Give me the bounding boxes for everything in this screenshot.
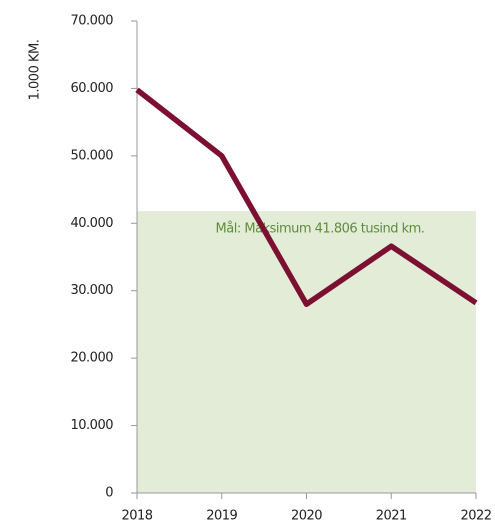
x-tick-label: 2020 — [291, 509, 322, 524]
x-tick-label: 2022 — [460, 509, 491, 524]
y-tick-label: 50.000 — [71, 148, 114, 163]
y-tick-label: 70.000 — [71, 14, 114, 29]
x-tick-label: 2021 — [376, 509, 407, 524]
y-tick-label: 30.000 — [71, 283, 114, 298]
y-tick-label: 40.000 — [71, 216, 114, 231]
y-tick-label: 10.000 — [71, 418, 114, 433]
y-tick-label: 60.000 — [71, 81, 114, 96]
x-tick-label: 2019 — [206, 509, 237, 524]
y-tick-label: 0 — [105, 486, 113, 501]
y-tick-label: 20.000 — [71, 351, 114, 366]
x-tick-label: 2018 — [121, 509, 152, 524]
target-label: Mål: Maksimum 41.806 tusind km. — [216, 222, 425, 237]
y-axis-label: 1.000 KM. — [28, 40, 43, 101]
line — [135, 87, 478, 307]
target-band — [137, 211, 476, 494]
